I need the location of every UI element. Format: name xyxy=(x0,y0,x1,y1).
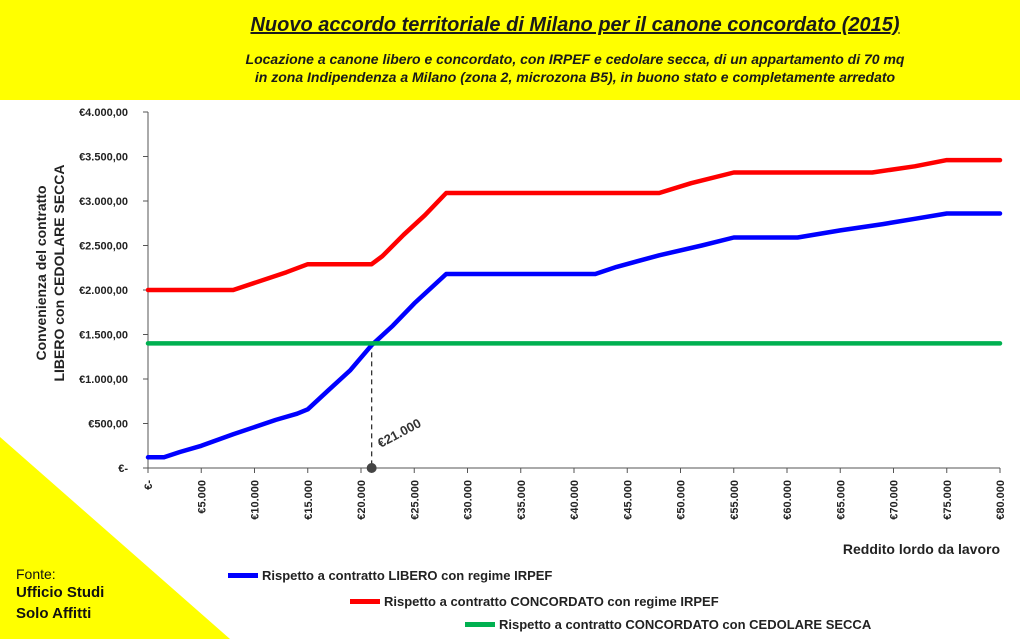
x-tick-label: €25.000 xyxy=(409,480,421,520)
y-tick-label: €1.000,00 xyxy=(79,374,128,386)
x-tick-label: €- xyxy=(143,480,155,490)
source-label: Fonte: xyxy=(16,566,56,582)
x-tick-label: €75.000 xyxy=(942,480,954,520)
x-tick-label: €55.000 xyxy=(729,480,741,520)
annotation-label: €21.000 xyxy=(375,415,424,450)
series-line-libero xyxy=(145,211,1003,460)
y-tick-label: €3.500,00 xyxy=(79,152,128,164)
x-tick-label: €5.000 xyxy=(196,480,208,514)
x-tick-label: €20.000 xyxy=(356,480,368,520)
legend-swatch-concordato-irpef xyxy=(350,599,380,604)
title-banner xyxy=(0,0,1020,100)
y-tick-label: €4.000,00 xyxy=(79,107,128,119)
x-tick-label: €15.000 xyxy=(303,480,315,520)
source-block: Fonte: Ufficio Studi Solo Affitti xyxy=(16,566,104,624)
y-tick-label: €1.500,00 xyxy=(79,330,128,342)
x-tick-label: €30.000 xyxy=(463,480,475,520)
x-tick-label: €70.000 xyxy=(889,480,901,520)
subtitle-line-2: in zona Indipendenza a Milano (zona 2, m… xyxy=(254,69,896,85)
x-tick-label: €40.000 xyxy=(569,480,581,520)
legend-swatch-cedolare xyxy=(465,622,495,627)
x-tick-label: €80.000 xyxy=(995,480,1007,520)
legend-label-cedolare: Rispetto a contratto CONCORDATO con CEDO… xyxy=(499,617,872,632)
subtitle-line-1: Locazione a canone libero e concordato, … xyxy=(245,51,905,67)
legend-item-cedolare: Rispetto a contratto CONCORDATO con CEDO… xyxy=(465,617,871,632)
legend-item-libero: Rispetto a contratto LIBERO con regime I… xyxy=(228,568,552,583)
x-tick-label: €45.000 xyxy=(622,480,634,520)
x-tick-label: €50.000 xyxy=(676,480,688,520)
chart-subtitle: Locazione a canone libero e concordato, … xyxy=(0,50,1020,86)
y-tick-label: €- xyxy=(118,463,128,475)
legend-swatch-libero xyxy=(228,573,258,578)
y-tick-label: €2.000,00 xyxy=(79,285,128,297)
corner-triangle xyxy=(0,437,230,639)
source-org-line-1: Ufficio Studi xyxy=(16,584,105,601)
y-tick-label: €500,00 xyxy=(88,419,128,431)
chart-title: Nuovo accordo territoriale di Milano per… xyxy=(250,14,900,36)
x-tick-label: €60.000 xyxy=(782,480,794,520)
annotation-marker xyxy=(366,463,377,473)
y-tick-label: €3.000,00 xyxy=(79,196,128,208)
x-tick-label: €10.000 xyxy=(250,480,262,520)
x-tick-label: €65.000 xyxy=(835,480,847,520)
legend-label-concordato-irpef: Rispetto a contratto CONCORDATO con regi… xyxy=(384,594,719,609)
source-org-line-2: Solo Affitti xyxy=(16,605,92,622)
legend-label-libero: Rispetto a contratto LIBERO con regime I… xyxy=(262,568,553,583)
legend-item-concordato-irpef: Rispetto a contratto CONCORDATO con regi… xyxy=(350,594,719,609)
x-tick-label: €35.000 xyxy=(516,480,528,520)
y-tick-label: €2.500,00 xyxy=(79,241,128,253)
x-axis-label: Reddito lordo da lavoro xyxy=(842,541,1000,557)
series-line-concordato-irpef xyxy=(145,157,1003,293)
